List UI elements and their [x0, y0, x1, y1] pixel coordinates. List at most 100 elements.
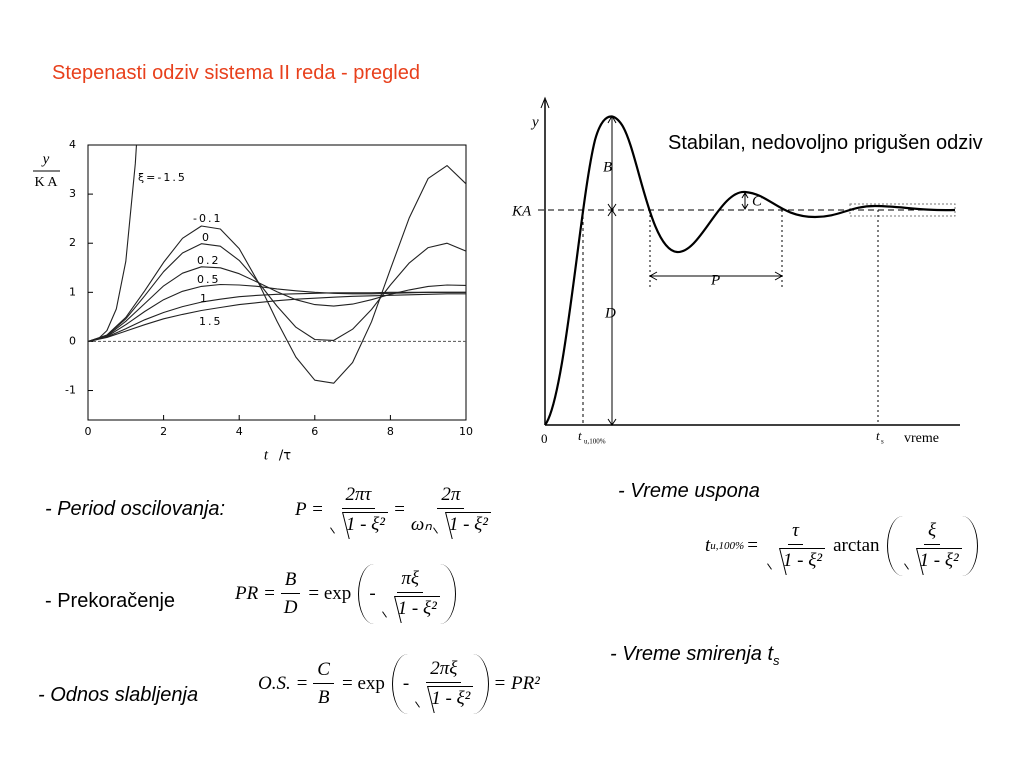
radicand: 1 - ξ² — [428, 686, 474, 710]
formula: P = 2πτ 1 - ξ² = 2π ωₙ 1 - ξ² — [295, 484, 496, 536]
formula-text: O.S. = — [258, 673, 309, 694]
diagram-label: D — [604, 305, 616, 321]
numerator: B — [280, 569, 301, 594]
y-tick-label: 2 — [69, 236, 76, 249]
series-label: 0 — [202, 231, 211, 244]
formula-text: = — [393, 499, 406, 520]
series-line — [88, 283, 466, 342]
series-line — [88, 293, 466, 342]
formula-text: = exp — [308, 583, 352, 604]
numerator: 2πξ — [426, 658, 462, 683]
radicand: 1 - ξ² — [916, 548, 962, 572]
series-line — [88, 242, 466, 342]
y-tick-label: 0 — [69, 334, 76, 347]
numerator: τ — [788, 520, 803, 545]
diagram-label: P — [710, 272, 720, 288]
fraction: τ 1 - ξ² — [766, 520, 826, 572]
numerator: 2π — [437, 484, 465, 509]
numerator: πξ — [397, 568, 424, 593]
radicand: 1 - ξ² — [394, 596, 440, 620]
radicand: 1 - ξ² — [445, 512, 492, 536]
formula-text: t — [705, 535, 711, 556]
denominator: D — [283, 597, 298, 618]
formula-label: - Vreme smirenja ts — [610, 643, 780, 668]
y-tick-label: 1 — [69, 285, 76, 298]
series-label: ξ=-1.5 — [138, 171, 187, 184]
diagram-label: y — [530, 114, 539, 130]
fraction: 2πξ 1 - ξ² — [414, 658, 474, 710]
slide-title: Stepenasti odziv sistema II reda - pregl… — [52, 62, 420, 84]
diagram-label: KA — [511, 203, 532, 219]
diagram-label: C — [752, 193, 763, 209]
response-curve — [544, 115, 956, 426]
diagram-label: t — [578, 428, 582, 443]
arrow-heads — [741, 192, 749, 210]
formula-label-text: - Vreme smirenja t — [610, 643, 774, 665]
denominator: ωₙ — [410, 513, 432, 535]
x-tick-label: 4 — [236, 425, 243, 438]
formula-text: - — [369, 583, 376, 604]
series-label: 1 — [200, 292, 209, 305]
diagram-label: s — [881, 438, 884, 446]
series-label: 0.2 — [197, 254, 221, 267]
radicand: 1 - ξ² — [342, 512, 389, 536]
arrow-head — [540, 96, 550, 109]
parentheses: - πξ 1 - ξ² — [358, 564, 456, 624]
formula-text: - — [402, 673, 410, 694]
parentheses: - 2πξ 1 - ξ² — [391, 654, 490, 714]
formula: t u,100% = τ 1 - ξ² arctan ξ 1 - ξ² — [705, 516, 982, 576]
series-line — [88, 266, 466, 342]
formula-text: = PR² — [493, 673, 540, 694]
x-tick-label: 10 — [459, 425, 473, 438]
response-chart: y K A t /τ 0 2 4 6 8 10 -1 0 1 2 3 4 ξ=-1.5 -0.1 0 0.2 0… — [33, 138, 473, 464]
series-label: 0.5 — [197, 273, 221, 286]
formula-text: P = — [295, 499, 324, 520]
diagram-label: 0 — [541, 431, 548, 446]
diagram-label: vreme — [904, 431, 939, 446]
x-axis-label: t — [264, 447, 269, 463]
formula-text: arctan — [833, 535, 880, 556]
arrow-heads — [607, 114, 617, 426]
numerator: ξ — [924, 520, 941, 545]
diagram-caption: Stabilan, nedovoljno prigušen odziv — [668, 132, 983, 154]
y-tick-label: 3 — [69, 187, 76, 200]
diagram-label: u,100% — [584, 438, 606, 446]
x-tick-label: 0 — [85, 425, 92, 438]
series-label: -0.1 — [193, 212, 222, 225]
formula-label: - Vreme uspona — [618, 480, 760, 502]
fraction: πξ 1 - ξ² — [381, 568, 440, 620]
diagram-label: t — [876, 428, 880, 443]
plot-frame — [87, 144, 467, 421]
series-label: 1.5 — [199, 315, 223, 328]
denominator: B — [317, 687, 330, 708]
series-line — [88, 165, 466, 384]
subscript: u,100% — [710, 540, 745, 552]
radicand: 1 - ξ² — [779, 548, 826, 572]
parentheses: ξ 1 - ξ² — [886, 516, 978, 576]
formula-label: - Prekoračenje — [45, 590, 176, 612]
diagram-label: B — [603, 159, 612, 175]
subscript: s — [773, 653, 780, 668]
formula-text: = — [747, 535, 758, 556]
fraction: ξ 1 - ξ² — [903, 520, 962, 572]
x-tick-label: 8 — [387, 425, 394, 438]
y-axis-label: y — [41, 151, 50, 167]
response-diagram: y KA B C D P 0 t u,100% t s vreme — [511, 96, 960, 446]
fraction: 2πτ 1 - ξ² — [329, 484, 389, 536]
arrow-heads — [648, 271, 784, 281]
x-axis-unit: /τ — [279, 449, 291, 464]
y-axis-label: K A — [35, 175, 59, 190]
formula-label: - Period oscilovanja: — [45, 498, 226, 520]
formula-text: PR = — [235, 583, 276, 604]
formula-text: = exp — [341, 673, 385, 694]
y-tick-label: 4 — [69, 138, 76, 151]
numerator: C — [313, 659, 334, 684]
numerator: 2πτ — [341, 484, 376, 509]
